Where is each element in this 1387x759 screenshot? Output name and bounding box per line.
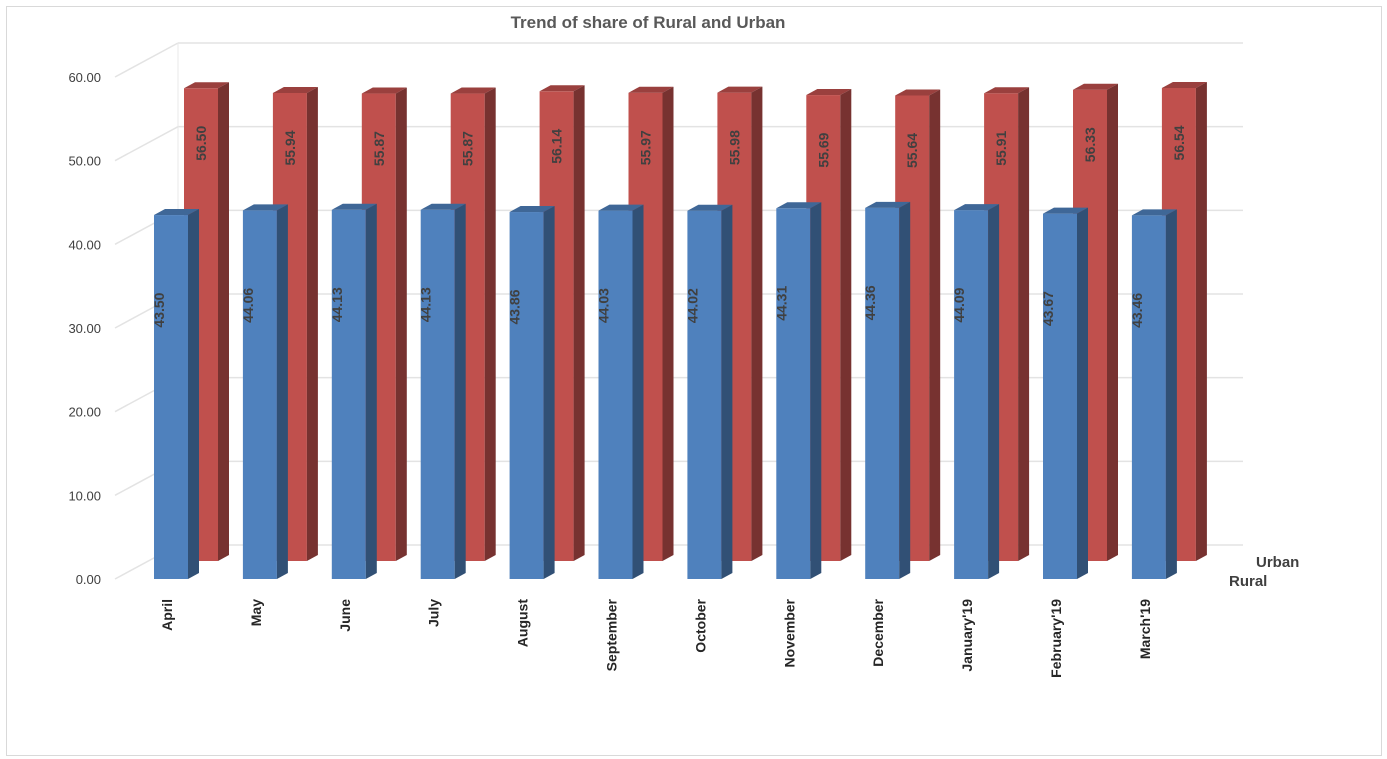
urban-data-label: 56.50 — [193, 126, 209, 161]
gridline-depth — [114, 42, 179, 78]
y-tick-label: 60.00 — [68, 70, 101, 85]
y-tick-label: 20.00 — [68, 405, 101, 420]
x-tick-label: June — [337, 599, 353, 632]
urban-data-label: 55.98 — [726, 130, 742, 165]
rural-bar — [954, 204, 1000, 580]
rural-bar — [420, 203, 466, 580]
rural-bar — [1043, 207, 1088, 579]
gridline-depth — [114, 126, 179, 162]
urban-data-label: 55.91 — [993, 130, 1009, 165]
rural-bar — [865, 201, 911, 579]
rural-data-label: 43.50 — [151, 292, 167, 327]
rural-series: 43.50 44.06 44.13 44.13 43.86 44.03 44.02 44.31… — [151, 201, 1177, 580]
x-tick-label: October — [692, 598, 708, 652]
depth-label-urban: Urban — [1256, 554, 1299, 571]
x-tick-label: December — [870, 598, 886, 666]
rural-data-label: 44.13 — [329, 287, 345, 322]
rural-bar — [242, 204, 288, 579]
x-tick-label: March'19 — [1137, 599, 1153, 659]
rural-bar — [598, 204, 644, 579]
rural-bar — [1131, 209, 1177, 579]
rural-data-label: 44.03 — [596, 288, 612, 323]
x-tick-label: September — [604, 598, 620, 671]
y-tick-label: 0.00 — [76, 572, 101, 587]
urban-data-label: 56.14 — [549, 129, 565, 164]
x-tick-label: July — [426, 599, 442, 627]
urban-data-label: 55.97 — [638, 130, 654, 165]
rural-data-label: 44.31 — [773, 286, 789, 321]
rural-bar — [509, 206, 555, 579]
urban-bar — [361, 87, 407, 562]
x-tick-label: November — [781, 598, 797, 667]
rural-bar — [687, 204, 733, 579]
x-tick-label: January'19 — [959, 599, 975, 672]
chart-title: Trend of share of Rural and Urban — [511, 13, 786, 32]
urban-data-label: 55.94 — [282, 130, 298, 165]
urban-data-label: 55.87 — [460, 131, 476, 166]
x-axis: April May June July August September October No… — [159, 598, 1153, 677]
rural-data-label: 44.02 — [684, 288, 700, 323]
y-tick-label: 10.00 — [68, 488, 101, 503]
rural-bar — [776, 202, 822, 579]
rural-bar — [331, 203, 377, 580]
rural-data-label: 44.36 — [862, 285, 878, 320]
x-tick-label: April — [159, 599, 175, 631]
urban-data-label: 55.64 — [904, 133, 920, 168]
rural-data-label: 43.67 — [1040, 291, 1056, 326]
rural-data-label: 44.06 — [240, 288, 256, 323]
y-tick-label: 50.00 — [68, 154, 101, 169]
urban-data-label: 56.33 — [1082, 127, 1098, 162]
x-tick-label: May — [248, 599, 264, 626]
rural-data-label: 44.13 — [418, 287, 434, 322]
y-axis: 0.00 10.00 20.00 30.00 40.00 50.00 60.00 — [68, 70, 101, 587]
urban-data-label: 55.87 — [371, 131, 387, 166]
x-tick-label: February'19 — [1048, 599, 1064, 678]
depth-label-rural: Rural — [1229, 573, 1267, 590]
urban-data-label: 56.54 — [1171, 125, 1187, 160]
rural-data-label: 43.46 — [1129, 293, 1145, 328]
x-tick-label: August — [515, 599, 531, 648]
rural-data-label: 43.86 — [507, 289, 523, 324]
y-tick-label: 40.00 — [68, 237, 101, 252]
series-depth-labels: Urban Rural — [1229, 554, 1299, 590]
rural-data-label: 44.09 — [951, 287, 967, 322]
rural-bar — [154, 209, 199, 580]
urban-data-label: 55.69 — [815, 132, 831, 167]
y-tick-label: 30.00 — [68, 321, 101, 336]
